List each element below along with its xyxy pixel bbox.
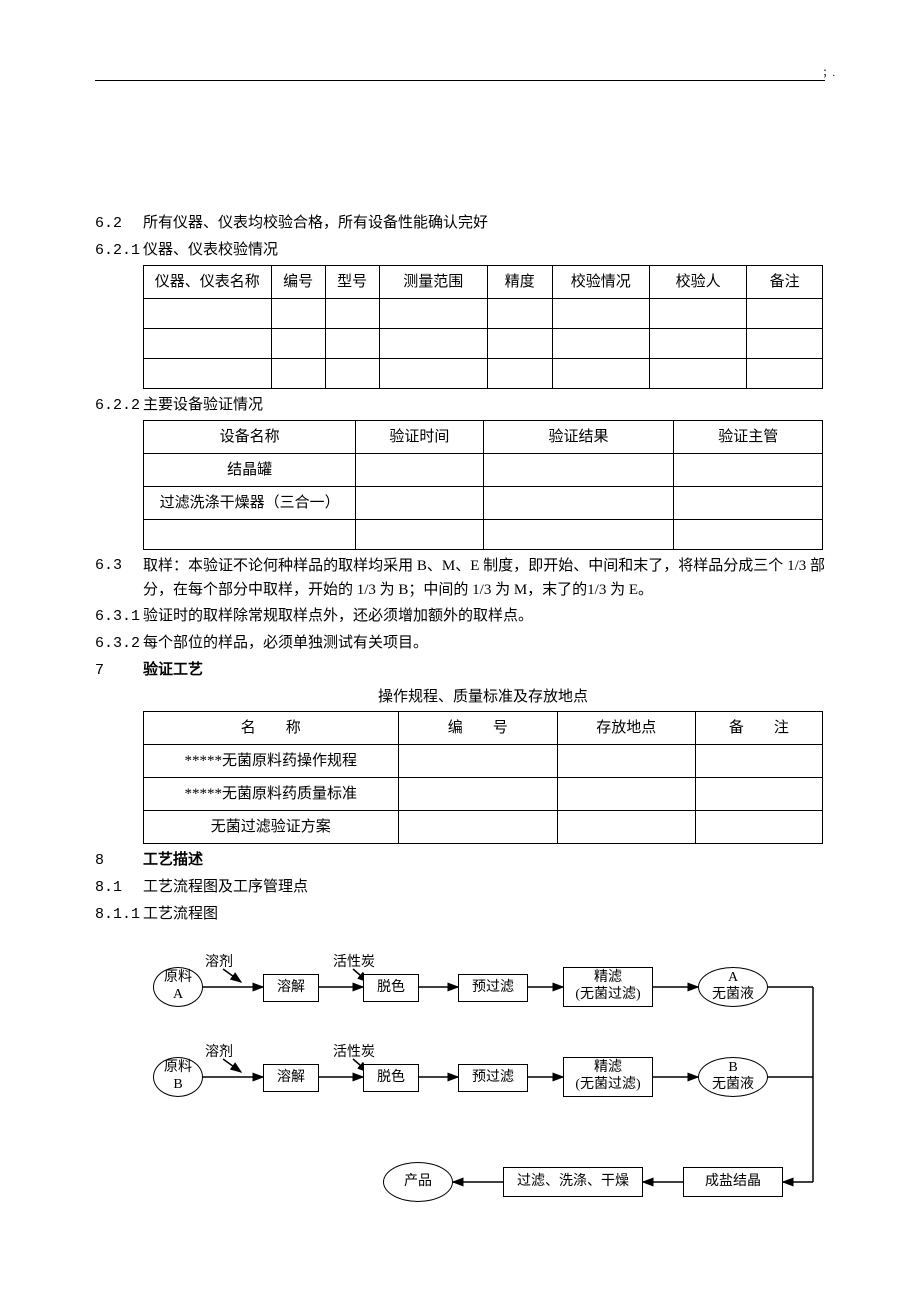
table-row: 过滤洗涤干燥器（三合一）: [144, 487, 823, 520]
flow-node-sterileA: A无菌液: [698, 967, 768, 1007]
section-text: 工艺描述: [143, 852, 203, 868]
section-num: 8.1.1: [95, 903, 143, 927]
section-num: 8: [95, 849, 143, 873]
section-8-1-1: 8.1.1工艺流程图: [95, 902, 825, 927]
table-header: 仪器、仪表名称: [144, 266, 272, 299]
section-num: 6.2.1: [95, 239, 143, 263]
flow-label: 溶剂: [205, 1042, 233, 1064]
table-row: *****无菌原料药操作规程: [144, 745, 823, 778]
procedure-standard-table: 名 称 编 号 存放地点 备 注 *****无菌原料药操作规程 *****无菌原…: [143, 711, 823, 844]
table-row: 结晶罐: [144, 454, 823, 487]
table-cell: *****无菌原料药操作规程: [144, 745, 399, 778]
section-num: 6.3: [95, 554, 143, 602]
table-cell: 结晶罐: [144, 454, 356, 487]
flow-node-finefiltB: 精滤(无菌过滤): [563, 1057, 653, 1097]
table-row: [144, 359, 823, 389]
section-6-2-1: 6.2.1仪器、仪表校验情况: [95, 238, 825, 263]
table-row: [144, 299, 823, 329]
table-header: 型号: [325, 266, 379, 299]
section-6-2-2: 6.2.2主要设备验证情况: [95, 393, 825, 418]
table-header: 验证结果: [483, 421, 674, 454]
section-num: 7: [95, 659, 143, 683]
section-num: 8.1: [95, 876, 143, 900]
table-header-row: 名 称 编 号 存放地点 备 注: [144, 712, 823, 745]
section-text: 主要设备验证情况: [143, 397, 263, 413]
table-header: 验证主管: [674, 421, 823, 454]
section-7: 7验证工艺: [95, 658, 825, 683]
table-row: [144, 520, 823, 550]
section-num: 6.2.2: [95, 394, 143, 418]
section-8-1: 8.1工艺流程图及工序管理点: [95, 875, 825, 900]
section-text: 工艺流程图: [143, 906, 218, 922]
table-header: 验证时间: [356, 421, 483, 454]
flow-label: 溶剂: [205, 952, 233, 974]
flow-node-fwd: 过滤、洗涤、干燥: [503, 1167, 643, 1197]
table-header: 备 注: [695, 712, 822, 745]
section-text: 每个部位的样品，必须单独测试有关项目。: [143, 635, 428, 651]
table-row: [144, 329, 823, 359]
table-header: 编 号: [398, 712, 557, 745]
section-text: 工艺流程图及工序管理点: [143, 879, 308, 895]
table-cell: 无菌过滤验证方案: [144, 811, 399, 844]
flow-node-decolorB: 脱色: [363, 1064, 419, 1092]
table-header: 精度: [487, 266, 552, 299]
page-top-border: ；.: [95, 80, 825, 81]
table-header-row: 设备名称 验证时间 验证结果 验证主管: [144, 421, 823, 454]
table-header: 设备名称: [144, 421, 356, 454]
table-header-row: 仪器、仪表名称 编号 型号 测量范围 精度 校验情况 校验人 备注: [144, 266, 823, 299]
table-row: *****无菌原料药质量标准: [144, 778, 823, 811]
section-6-3-2: 6.3.2每个部位的样品，必须单独测试有关项目。: [95, 631, 825, 656]
table-header: 编号: [271, 266, 325, 299]
section-num: 6.3.2: [95, 632, 143, 656]
process-flowchart: 原料A原料B溶解溶解脱色脱色预过滤预过滤精滤(无菌过滤)精滤(无菌过滤)A无菌液…: [143, 952, 843, 1252]
section-text: 仪器、仪表校验情况: [143, 242, 278, 258]
section-text: 取样：本验证不论何种样品的取样均采用 B、M、E 制度，即开始、中间和末了，将样…: [143, 554, 825, 602]
table-header: 存放地点: [557, 712, 695, 745]
section-8: 8工艺描述: [95, 848, 825, 873]
flow-label: 活性炭: [333, 1042, 375, 1064]
top-marker: ；.: [823, 66, 836, 82]
table-header: 校验情况: [552, 266, 649, 299]
section-text: 验证工艺: [143, 662, 203, 678]
instrument-calibration-table: 仪器、仪表名称 编号 型号 测量范围 精度 校验情况 校验人 备注: [143, 265, 823, 389]
flow-node-decolorA: 脱色: [363, 974, 419, 1002]
flow-label: 活性炭: [333, 952, 375, 974]
section-num: 6.3.1: [95, 605, 143, 629]
flow-node-dissolveA: 溶解: [263, 974, 319, 1002]
flow-node-prefiltB: 预过滤: [458, 1064, 528, 1092]
section-6-3-1: 6.3.1验证时的取样除常规取样点外，还必须增加额外的取样点。: [95, 604, 825, 629]
table-row: 无菌过滤验证方案: [144, 811, 823, 844]
section-num: 6.2: [95, 212, 143, 236]
flow-node-product: 产品: [383, 1162, 453, 1202]
table3-title: 操作规程、质量标准及存放地点: [143, 685, 823, 709]
flow-node-rawB: 原料B: [153, 1057, 203, 1097]
flow-node-crystal: 成盐结晶: [683, 1167, 783, 1197]
table-cell: *****无菌原料药质量标准: [144, 778, 399, 811]
flow-node-sterileB: B无菌液: [698, 1057, 768, 1097]
flow-node-rawA: 原料A: [153, 967, 203, 1007]
section-text: 验证时的取样除常规取样点外，还必须增加额外的取样点。: [143, 608, 533, 624]
table-header: 名 称: [144, 712, 399, 745]
section-6-2: 6.2所有仪器、仪表均校验合格，所有设备性能确认完好: [95, 211, 825, 236]
section-6-3: 6.3取样：本验证不论何种样品的取样均采用 B、M、E 制度，即开始、中间和末了…: [95, 554, 825, 602]
flow-node-prefiltA: 预过滤: [458, 974, 528, 1002]
section-text: 所有仪器、仪表均校验合格，所有设备性能确认完好: [143, 215, 488, 231]
flow-node-dissolveB: 溶解: [263, 1064, 319, 1092]
table-header: 测量范围: [379, 266, 487, 299]
table-cell: 过滤洗涤干燥器（三合一）: [144, 487, 356, 520]
flow-node-finefiltA: 精滤(无菌过滤): [563, 967, 653, 1007]
table-header: 备注: [747, 266, 823, 299]
table-header: 校验人: [649, 266, 746, 299]
equipment-verification-table: 设备名称 验证时间 验证结果 验证主管 结晶罐 过滤洗涤干燥器（三合一）: [143, 420, 823, 550]
